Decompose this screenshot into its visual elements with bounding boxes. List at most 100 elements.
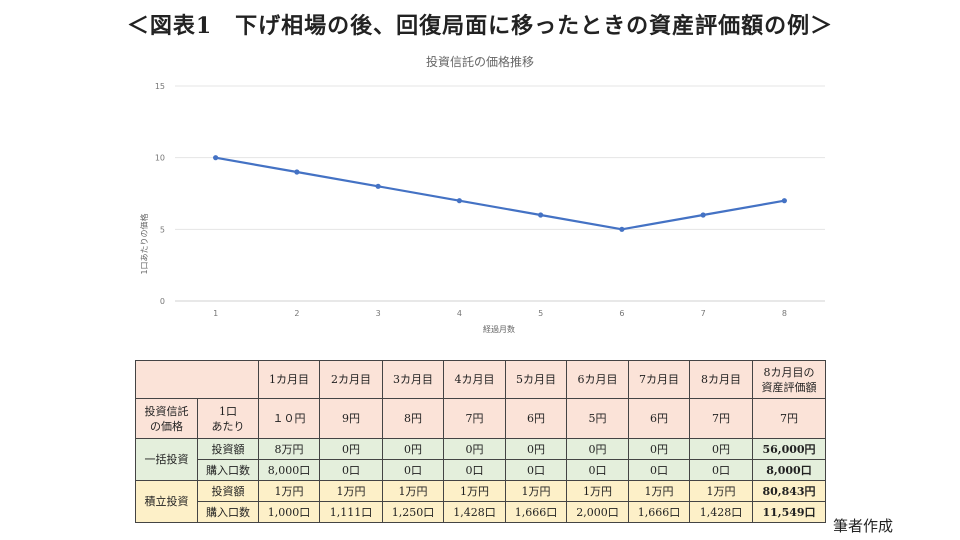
series-layer [213,155,787,232]
lump-sum-amount-row: 一括投資 投資額 8万円 0円 0円 0円 0円 0円 0円 0円 56,000… [135,438,826,481]
price-cell: 7円 [752,398,826,439]
dca-amount-cell: 1万円 [689,480,753,502]
lump-sum-label: 一括投資 [135,438,198,481]
x-tick-label: 3 [376,309,381,318]
dca-amount-cell: 1万円 [628,480,690,502]
header-cell: 7カ月目 [628,360,690,399]
price-cell: 8円 [382,398,444,439]
dca-units-row: 購入口数 1,000口 1,111口 1,250口 1,428口 1,666口 … [136,501,826,523]
lump-sum-total-units: 8,000口 [752,459,826,481]
x-tick-label: 1 [213,309,218,318]
price-cell: 7円 [689,398,753,439]
header-cell-valuation: 8カ月目の 資産評価額 [752,360,826,399]
lump-sum-units-cell: 0口 [319,459,383,481]
price-cell: 6円 [505,398,567,439]
price-cell: 7円 [443,398,506,439]
lump-sum-units-cell: 8,000口 [258,459,320,481]
lump-sum-amount-label: 投資額 [197,438,259,460]
chart-svg: 投資信託の価格推移 0 5 10 15 1 2 3 4 5 6 7 8 経過月数 1口あたりの価格 [139,54,825,334]
header-cell: 1カ月目 [258,360,320,399]
y-tick-label: 5 [160,225,165,234]
x-axis-label: 経過月数 [483,324,515,334]
lump-sum-units-cell: 0口 [689,459,753,481]
lump-sum-amount-cell: 0円 [319,438,383,460]
dca-amount-row: 積立投資 投資額 1万円 1万円 1万円 1万円 1万円 1万円 1万円 1万円… [135,480,826,523]
data-point [700,212,706,218]
dca-amount-cell: 1万円 [505,480,567,502]
lump-sum-units-cell: 0口 [443,459,506,481]
series-line [215,156,785,231]
price-cell: 6円 [628,398,690,439]
page-title: ＜図表1 下げ相場の後、回復局面に移ったときの資産評価額の例＞ [126,13,834,39]
dca-amount-cell: 1万円 [319,480,383,502]
dca-units-cell: 1,666口 [505,501,567,523]
x-tick-label: 6 [619,309,624,318]
dca-units-cell: 1,428口 [689,501,753,523]
dca-amount-cell: 1万円 [443,480,506,502]
lump-sum-units-row: 購入口数 8,000口 0口 0口 0口 0口 0口 0口 0口 8,000口 [136,459,826,481]
lump-sum-amount-cell: 0円 [689,438,753,460]
header-cell: 6カ月目 [566,360,629,399]
price-cell: 9円 [319,398,383,439]
price-row: 投資信託 の価格 1口 あたり １０円 9円 8円 7円 6円 5円 6円 7円… [135,398,826,439]
x-tick-label: 8 [782,309,787,318]
data-point [294,169,300,175]
x-tick-label: 4 [457,309,462,318]
price-row-label: 投資信託 の価格 [135,398,198,439]
header-cell: 8カ月目 [689,360,753,399]
header-cell: 5カ月目 [505,360,567,399]
dca-amount-cell: 1万円 [258,480,320,502]
price-cell: 5円 [566,398,629,439]
table-header-row: 1カ月目 2カ月目 3カ月目 4カ月目 5カ月目 6カ月目 7カ月目 8カ月目 … [135,360,826,399]
y-tick-label: 15 [155,82,165,91]
x-tick-label: 5 [538,309,543,318]
dca-units-cell: 1,250口 [382,501,444,523]
dca-units-label: 購入口数 [197,501,259,523]
gridlines [175,85,825,302]
lump-sum-amount-cell: 0円 [505,438,567,460]
x-tick-labels: 1 2 3 4 5 6 7 8 [213,309,787,318]
header-cell: 3カ月目 [382,360,444,399]
investment-table: 1カ月目 2カ月目 3カ月目 4カ月目 5カ月目 6カ月目 7カ月目 8カ月目 … [135,360,826,523]
lump-sum-amount-cell: 8万円 [258,438,320,460]
lump-sum-amount-cell: 0円 [382,438,444,460]
data-point [456,198,462,204]
data-point [375,183,381,189]
dca-amount-label: 投資額 [197,480,259,502]
lump-sum-amount-cell: 0円 [443,438,506,460]
dca-amount-cell: 1万円 [566,480,629,502]
data-point [538,212,544,218]
dca-total-units: 11,549口 [752,501,826,523]
y-tick-labels: 0 5 10 15 [155,82,165,306]
header-cell: 4カ月目 [443,360,506,399]
x-tick-label: 7 [701,309,706,318]
lump-sum-units-cell: 0口 [566,459,629,481]
dca-units-cell: 1,428口 [443,501,506,523]
lump-sum-units-label: 購入口数 [197,459,259,481]
dca-units-cell: 1,666口 [628,501,690,523]
dca-label: 積立投資 [135,480,198,523]
x-tick-label: 2 [294,309,299,318]
lump-sum-units-cell: 0口 [382,459,444,481]
lump-sum-amount-cell: 0円 [628,438,690,460]
price-cell: １０円 [258,398,320,439]
header-blank-cell [135,360,259,399]
dca-units-cell: 1,000口 [258,501,320,523]
y-tick-label: 10 [155,154,165,163]
data-point [781,198,787,204]
lump-sum-valuation: 56,000円 [752,438,826,460]
lump-sum-units-cell: 0口 [505,459,567,481]
dca-valuation: 80,843円 [752,480,826,502]
dca-units-cell: 1,111口 [319,501,383,523]
data-point [213,155,219,161]
y-axis-label: 1口あたりの価格 [139,213,149,274]
lump-sum-units-cell: 0口 [628,459,690,481]
data-point [619,226,625,232]
dca-units-cell: 2,000口 [566,501,629,523]
dca-amount-cell: 1万円 [382,480,444,502]
lump-sum-amount-cell: 0円 [566,438,629,460]
chart-title: 投資信託の価格推移 [426,54,534,69]
price-row-sublabel: 1口 あたり [197,398,259,439]
y-tick-label: 0 [160,297,165,306]
header-cell: 2カ月目 [319,360,383,399]
